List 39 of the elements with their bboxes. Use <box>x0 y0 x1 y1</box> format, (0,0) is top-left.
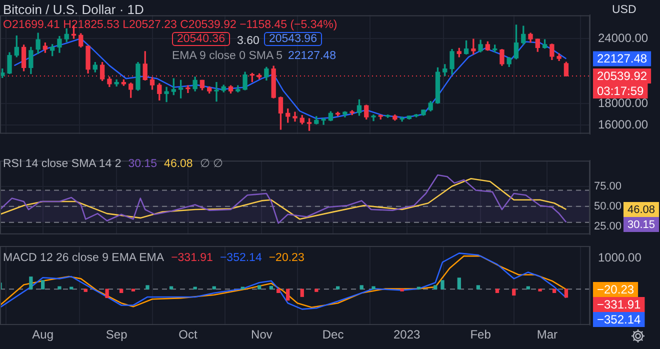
text: −20.23 <box>597 282 634 296</box>
text: −352.14 <box>597 312 642 326</box>
x-tick-label: Sep <box>106 328 128 342</box>
chart-subtitle: O21699.41 H21825.53 L20527.23 C20539.92 −1158.45 (−5.34%) <box>3 19 338 31</box>
x-tick-label: Oct <box>178 328 198 342</box>
annotation: −331.91 <box>171 252 213 264</box>
annotation: 46.08 <box>164 158 193 170</box>
text: −331.91 <box>597 297 642 312</box>
x-tick-label: Nov <box>251 328 272 342</box>
text: 03:17:59 <box>597 84 644 98</box>
annotation: −352.14 <box>220 252 262 264</box>
chart-title: RSI 14 close SMA 14 2 <box>3 158 122 170</box>
text: 22127.48 <box>597 52 648 66</box>
annotation: 20540.36 <box>172 32 230 46</box>
y-tick-label: 16000.00 <box>598 117 648 132</box>
text: 30.15 <box>627 219 656 231</box>
annotation: EMA 9 close 0 SMA 5 <box>172 50 283 62</box>
x-tick-label: Feb <box>470 328 492 342</box>
annotation: 3.60 <box>237 35 260 47</box>
ref-line-label: 20539.92 <box>597 68 648 83</box>
x-tick-label: 2023 <box>393 328 420 342</box>
annotation: ∅ ∅ <box>200 158 224 170</box>
annotation: −20.23 <box>268 252 304 264</box>
y-tick-label: 24000.00 <box>598 30 648 45</box>
x-tick-label: Dec <box>322 328 344 342</box>
annotation: 20543.96 <box>264 32 322 46</box>
chart-title: Bitcoin / U.S. Dollar · 1D <box>3 2 144 17</box>
x-tick-label: Aug <box>32 328 54 342</box>
text: 46.08 <box>627 204 656 216</box>
annotation: 22127.48 <box>288 50 336 62</box>
y-tick-label: 75.00 <box>594 180 622 192</box>
text: USD <box>612 4 636 16</box>
x-tick-label: Mar <box>536 328 558 342</box>
y-tick-label: 18000.00 <box>598 96 648 110</box>
annotation: 30.15 <box>128 158 158 170</box>
chart-title: MACD 12 26 close 9 EMA EMA <box>3 252 164 264</box>
y-tick-label: 50.00 <box>594 200 622 212</box>
text: 1000.00 <box>598 250 642 264</box>
y-tick-label: 25.00 <box>594 220 622 232</box>
